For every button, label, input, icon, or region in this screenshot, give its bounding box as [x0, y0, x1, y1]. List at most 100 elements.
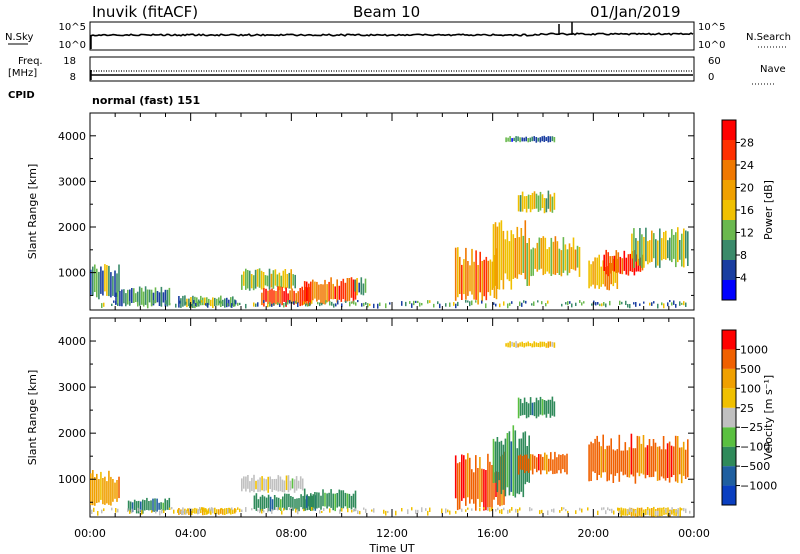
ground-scatter-pixel: [467, 507, 469, 510]
data-column: [553, 342, 556, 348]
ground-scatter-pixel: [569, 301, 571, 304]
data-column: [552, 459, 554, 475]
data-column: [289, 480, 292, 491]
ground-scatter-pixel: [227, 508, 229, 514]
data-column: [560, 250, 563, 277]
data-column: [529, 397, 532, 416]
data-column: [500, 440, 503, 495]
data-column: [653, 233, 655, 259]
data-column: [520, 228, 523, 275]
data-column: [558, 454, 560, 471]
data-column: [202, 297, 204, 306]
ground-scatter-pixel: [541, 509, 543, 514]
data-column: [485, 470, 487, 511]
colorbar-segment: [722, 240, 736, 260]
data-column: [535, 342, 538, 347]
ground-scatter-pixel: [579, 507, 581, 511]
data-column: [683, 228, 685, 268]
data-column: [512, 425, 515, 496]
data-column: [108, 265, 110, 297]
y-tick-label: 3000: [58, 381, 86, 394]
ground-scatter-pixel: [233, 303, 235, 307]
ground-scatter-pixel: [417, 300, 419, 304]
data-column: [537, 195, 540, 212]
data-column: [160, 502, 162, 510]
data-column: [164, 498, 166, 511]
ground-scatter-pixel: [579, 300, 581, 303]
data-column: [342, 278, 345, 300]
data-column: [284, 493, 286, 510]
ground-scatter-pixel: [663, 303, 665, 309]
data-column: [473, 472, 475, 504]
data-column: [648, 439, 651, 478]
data-column: [362, 283, 365, 296]
data-column: [253, 474, 255, 493]
ground-scatter-pixel: [689, 510, 691, 514]
data-column: [158, 502, 160, 510]
data-column: [330, 277, 332, 300]
ground-scatter-pixel: [421, 302, 423, 306]
scatter-region: [115, 286, 171, 307]
data-column: [676, 436, 679, 483]
data-column: [651, 508, 653, 517]
ground-scatter-pixel: [515, 508, 517, 513]
data-column: [277, 497, 280, 510]
ground-scatter-pixel: [137, 507, 139, 512]
ground-scatter-pixel: [263, 510, 265, 513]
data-column: [320, 495, 322, 510]
ground-scatter-pixel: [681, 302, 683, 305]
data-column: [277, 286, 279, 305]
ground-scatter-pixel: [613, 510, 615, 515]
data-column: [220, 295, 222, 307]
freq-right-tick-bottom: 0: [708, 72, 714, 83]
data-column: [144, 286, 147, 305]
nave-label: Nave: [760, 64, 786, 75]
data-column: [525, 342, 527, 347]
ground-scatter-pixel: [465, 300, 467, 303]
data-column: [283, 480, 286, 493]
data-column: [318, 492, 320, 508]
data-column: [284, 269, 287, 289]
ground-scatter-pixel: [421, 507, 423, 513]
data-column: [536, 457, 538, 473]
data-column: [293, 290, 295, 305]
ground-scatter-pixel: [605, 303, 607, 308]
data-column: [186, 298, 188, 308]
data-column: [481, 261, 483, 302]
noise-right-tick-top: 10^5: [698, 22, 725, 33]
data-column: [550, 452, 552, 471]
data-column: [289, 290, 291, 303]
data-column: [661, 238, 663, 261]
ground-scatter-pixel: [269, 301, 271, 307]
time-tick-label: 20:00: [577, 527, 609, 540]
ground-scatter-pixel: [673, 300, 675, 305]
data-column: [346, 278, 349, 302]
data-column: [140, 287, 143, 305]
ground-scatter-pixel: [91, 509, 93, 514]
data-column: [117, 290, 119, 305]
data-column: [310, 281, 312, 303]
ground-scatter-pixel: [465, 509, 467, 512]
data-column: [522, 235, 525, 273]
ground-scatter-pixel: [471, 508, 473, 511]
colorbar-tick-label: 500: [740, 363, 761, 376]
data-column: [295, 476, 298, 491]
data-column: [279, 286, 281, 304]
y-tick-label: 1000: [58, 267, 86, 280]
ground-scatter-pixel: [475, 300, 477, 303]
data-column: [592, 261, 594, 285]
ground-scatter-pixel: [653, 510, 655, 514]
data-column: [521, 456, 524, 470]
ground-scatter-pixel: [321, 302, 323, 306]
ground-scatter-pixel: [485, 303, 487, 309]
data-column: [267, 494, 270, 512]
ground-scatter-pixel: [111, 507, 113, 511]
data-column: [481, 468, 483, 503]
noise-left-tick-top: 10^5: [59, 22, 86, 33]
freq-left-tick-bottom: 8: [70, 72, 76, 83]
data-column: [116, 273, 118, 297]
ground-scatter-pixel: [341, 303, 343, 308]
data-column: [465, 247, 467, 300]
ground-scatter-pixel: [129, 300, 131, 306]
data-column: [316, 492, 318, 509]
